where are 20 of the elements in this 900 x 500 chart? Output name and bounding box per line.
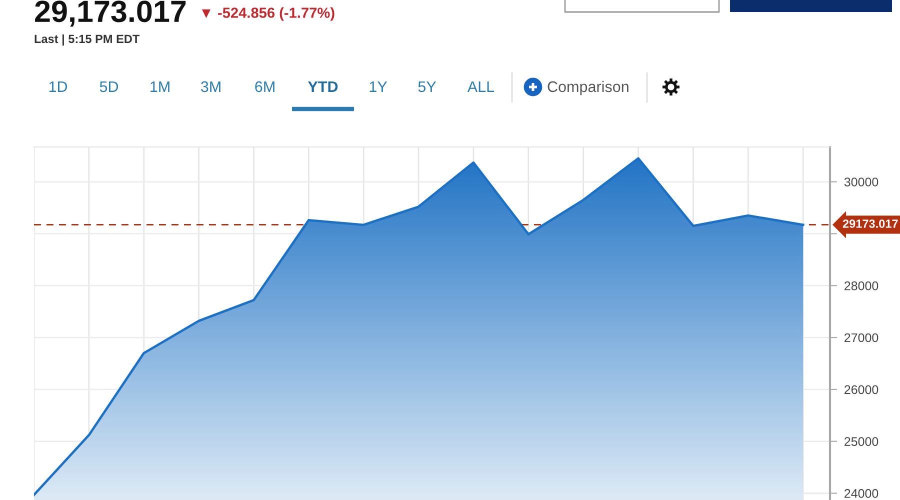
- chart-title: 29,173.017: [35, 0, 186, 27]
- chart-subtitle: ▼ -524.856 (-1.77%): [202, 7, 334, 21]
- y-tick-label: 30000: [844, 178, 878, 186]
- text: YTD: [308, 81, 338, 92]
- text: 1M: [150, 81, 170, 92]
- y-tick-label: 27000: [844, 333, 878, 342]
- y-tick-label: 24000: [844, 489, 878, 498]
- text: Comparison: [548, 80, 628, 96]
- text: 5Y: [418, 81, 436, 92]
- ref-line-label: 29173.017: [842, 220, 898, 228]
- text: 3M: [200, 81, 220, 92]
- y-tick-label: 25000: [844, 437, 878, 446]
- text: 1Y: [370, 81, 388, 92]
- text: ALL: [467, 81, 494, 92]
- text: 1D: [49, 81, 68, 92]
- y-tick-label: 26000: [844, 385, 878, 394]
- text: 5D: [100, 81, 118, 92]
- text: Last | 5:15 PM EDT: [34, 34, 140, 46]
- y-tick-label: 28000: [844, 281, 878, 290]
- text: 6M: [255, 81, 274, 92]
